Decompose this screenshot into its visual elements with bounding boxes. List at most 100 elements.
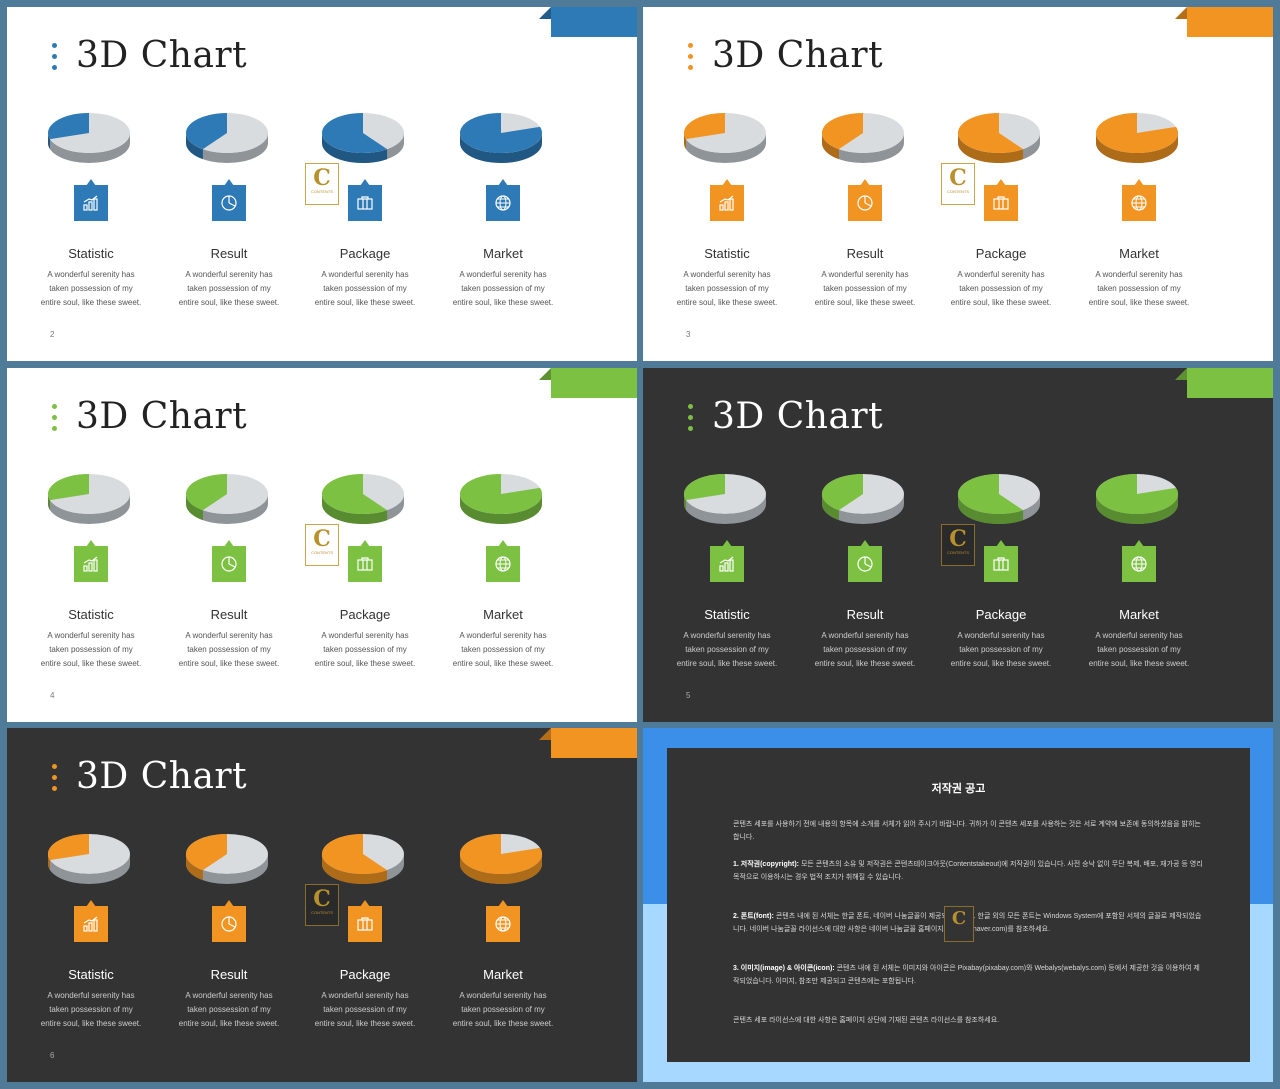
chart-item-package: Package A wonderful serenity has taken pos…: [299, 7, 429, 361]
chart-item-package: Package A wonderful serenity has taken pos…: [299, 728, 429, 1082]
item-description: A wonderful serenity has taken possession…: [799, 268, 931, 310]
corner-accent: [1175, 368, 1273, 398]
description-line: A wonderful serenity has: [47, 631, 135, 640]
corner-accent: [539, 728, 637, 758]
logo-text: CONTENTS: [311, 189, 333, 194]
chart-item-statistic: Statistic A wonderful serenity has taken p…: [661, 368, 791, 722]
logo-letter: C: [313, 526, 331, 552]
description-line: entire soul, like these sweet.: [178, 1019, 280, 1028]
description-line: taken possession of my: [323, 284, 407, 293]
logo-letter: C: [949, 526, 967, 552]
item-label: Package: [339, 246, 391, 261]
slide-5[interactable]: 3D Chart Statistic A wonderful serenity ha…: [643, 368, 1273, 722]
item-label: Result: [210, 607, 248, 622]
description-line: taken possession of my: [49, 284, 133, 293]
chart-item-market: Market A wonderful serenity has taken poss…: [1073, 7, 1203, 361]
logo-text: CONTENTS: [311, 910, 333, 915]
pie-chart: [459, 472, 545, 533]
item-label: Package: [339, 607, 391, 622]
description-line: taken possession of my: [823, 284, 907, 293]
description-line: entire soul, like these sweet.: [1088, 659, 1190, 668]
bar-chart-icon: [710, 179, 744, 221]
description-line: taken possession of my: [685, 284, 769, 293]
description-line: entire soul, like these sweet.: [40, 659, 142, 668]
item-description: A wonderful serenity has taken possession…: [437, 989, 569, 1031]
bar-chart-icon: [74, 900, 108, 942]
notice-image: 3. 이미지(image) & 아이콘(icon): 콘텐츠 내에 된 서체는 …: [733, 962, 1203, 988]
description-line: taken possession of my: [461, 284, 545, 293]
corner-accent: [1175, 7, 1273, 37]
item-description: A wonderful serenity has taken possession…: [661, 629, 793, 671]
bar-chart-icon: [710, 540, 744, 582]
description-line: taken possession of my: [323, 645, 407, 654]
box-icon: [984, 540, 1018, 582]
notice-copyright-head: 1. 저작권(copyright):: [733, 861, 799, 868]
slide-3[interactable]: 3D Chart Statistic A wonderful serenity ha…: [643, 7, 1273, 361]
description-line: entire soul, like these sweet.: [814, 659, 916, 668]
description-line: A wonderful serenity has: [47, 991, 135, 1000]
bar-chart-icon: [74, 540, 108, 582]
page-number: 4: [50, 691, 55, 700]
chart-item-result: Result A wonderful serenity has taken poss…: [799, 368, 929, 722]
description-line: taken possession of my: [959, 645, 1043, 654]
page-number: 5: [686, 691, 691, 700]
description-line: entire soul, like these sweet.: [452, 1019, 554, 1028]
chart-item-statistic: Statistic A wonderful serenity has taken p…: [25, 368, 155, 722]
chart-item-statistic: Statistic A wonderful serenity has taken p…: [25, 7, 155, 361]
slide-4[interactable]: 3D Chart Statistic A wonderful serenity ha…: [7, 368, 637, 722]
item-label: Result: [210, 967, 248, 982]
item-label: Market: [1119, 246, 1159, 261]
description-line: taken possession of my: [685, 645, 769, 654]
item-description: A wonderful serenity has taken possession…: [437, 629, 569, 671]
description-line: taken possession of my: [823, 645, 907, 654]
item-description: A wonderful serenity has taken possession…: [935, 268, 1067, 310]
description-line: taken possession of my: [187, 284, 271, 293]
item-label: Package: [975, 246, 1027, 261]
notice-outro: 콘텐츠 세포 라이선스에 대한 사항은 홈페이지 상단에 기재된 콘텐츠 라이선…: [733, 1017, 1000, 1024]
description-line: entire soul, like these sweet.: [676, 298, 778, 307]
description-line: A wonderful serenity has: [185, 270, 273, 279]
description-line: A wonderful serenity has: [1095, 270, 1183, 279]
pie-chart-icon: [848, 540, 882, 582]
item-label: Package: [339, 967, 391, 982]
description-line: entire soul, like these sweet.: [178, 298, 280, 307]
page-number: 6: [50, 1051, 55, 1060]
page-number: 3: [686, 330, 691, 339]
pie-chart: [957, 472, 1043, 533]
description-line: A wonderful serenity has: [683, 631, 771, 640]
title-dots-icon: [688, 404, 694, 434]
pie-chart-icon: [212, 540, 246, 582]
notice-image-head: 3. 이미지(image) & 아이콘(icon):: [733, 965, 835, 972]
chart-item-package: Package A wonderful serenity has taken pos…: [299, 368, 429, 722]
description-line: entire soul, like these sweet.: [314, 1019, 416, 1028]
description-line: A wonderful serenity has: [185, 991, 273, 1000]
description-line: entire soul, like these sweet.: [314, 298, 416, 307]
description-line: A wonderful serenity has: [185, 631, 273, 640]
description-line: A wonderful serenity has: [321, 270, 409, 279]
pie-chart: [1095, 111, 1181, 172]
notice-image-text: 콘텐츠 내에 된 서체는 이미지와 아이콘은 Pixabay(pixabay.c…: [733, 965, 1200, 985]
copyright-notice-slide[interactable]: 저작권 공고 콘텐츠 세포를 사용하기 전에 내용의 항목에 소개를 서체가 읽…: [643, 728, 1273, 1082]
slide-2[interactable]: 3D Chart Statistic A wonderful serenity ha…: [7, 7, 637, 361]
box-icon: [984, 179, 1018, 221]
pie-chart-icon: [848, 179, 882, 221]
page-number: 2: [50, 330, 55, 339]
item-label: Market: [1119, 607, 1159, 622]
title-dots-icon: [52, 43, 58, 73]
description-line: taken possession of my: [959, 284, 1043, 293]
slide-6[interactable]: 3D Chart Statistic A wonderful serenity ha…: [7, 728, 637, 1082]
notice-panel: 저작권 공고 콘텐츠 세포를 사용하기 전에 내용의 항목에 소개를 서체가 읽…: [667, 748, 1250, 1062]
item-label: Result: [210, 246, 248, 261]
title-dots-icon: [52, 404, 58, 434]
item-description: A wonderful serenity has taken possession…: [1073, 268, 1205, 310]
chart-item-market: Market A wonderful serenity has taken poss…: [437, 368, 567, 722]
description-line: entire soul, like these sweet.: [452, 659, 554, 668]
chart-item-market: Market A wonderful serenity has taken poss…: [437, 728, 567, 1082]
chart-item-result: Result A wonderful serenity has taken poss…: [799, 7, 929, 361]
pie-chart: [321, 111, 407, 172]
pie-chart: [459, 832, 545, 893]
slide-title: 3D Chart: [712, 396, 884, 437]
description-line: A wonderful serenity has: [957, 270, 1045, 279]
item-description: A wonderful serenity has taken possession…: [1073, 629, 1205, 671]
globe-icon: [1122, 540, 1156, 582]
